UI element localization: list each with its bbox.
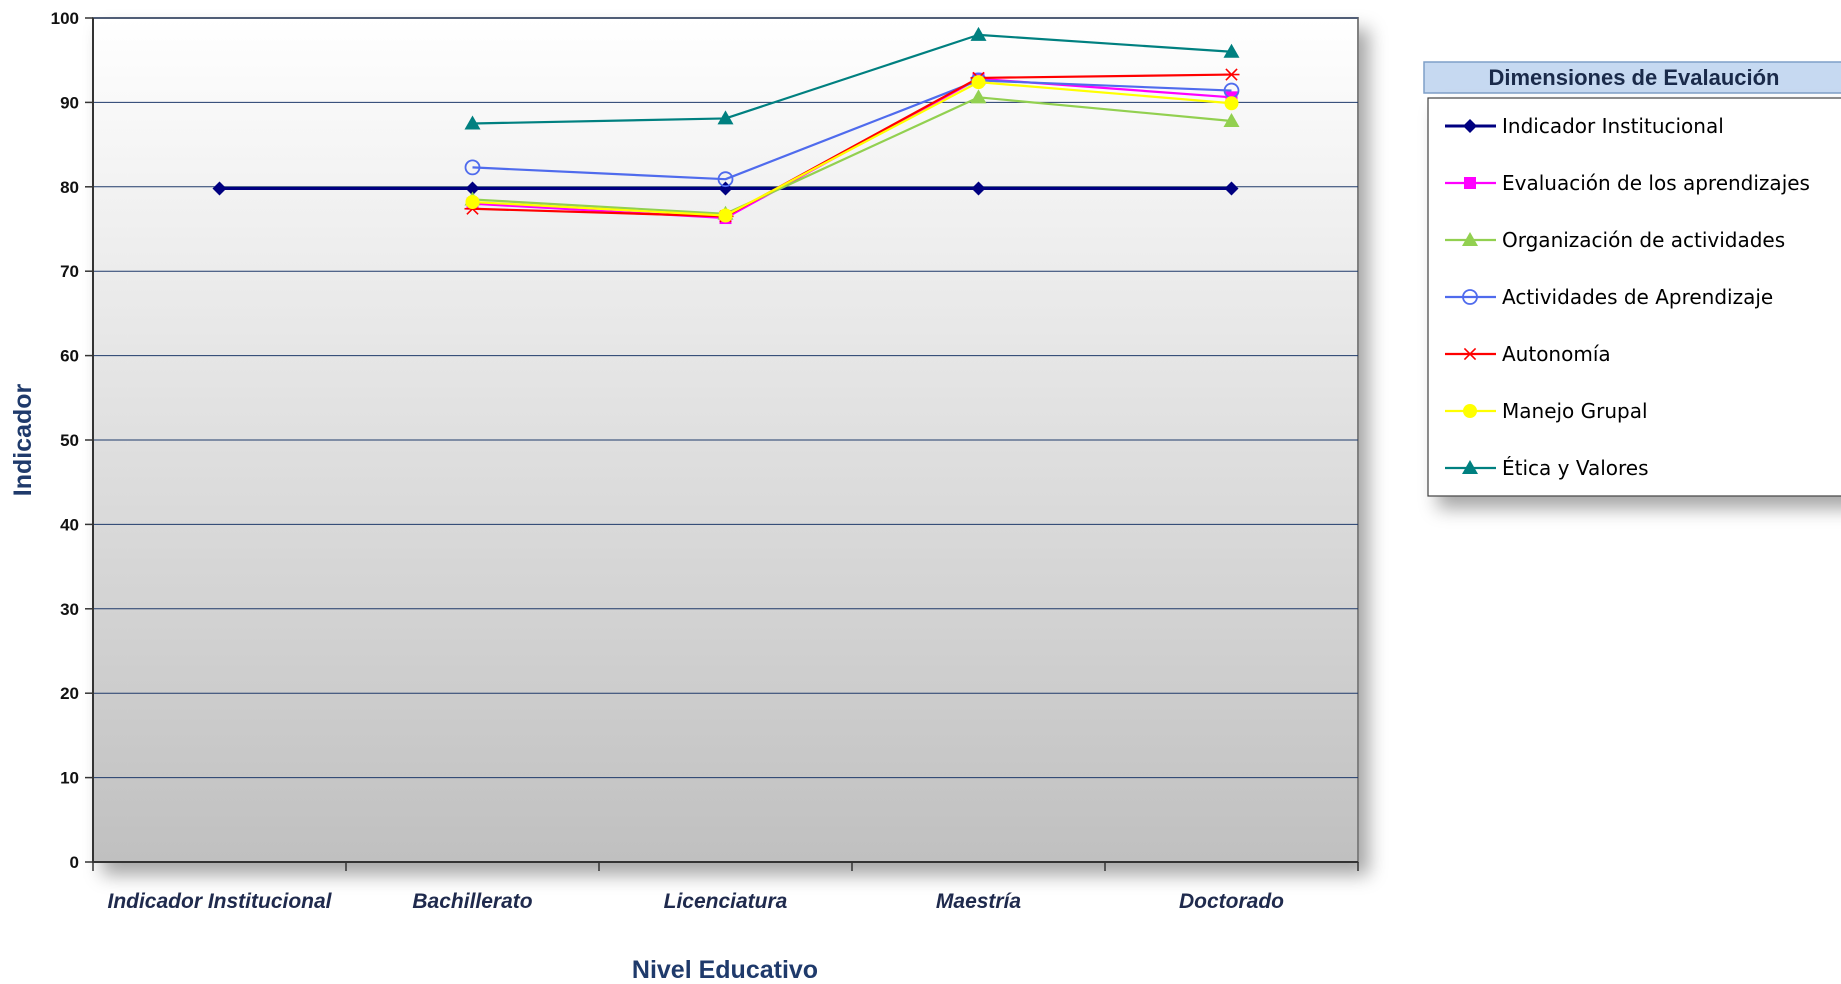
legend-title-box <box>1423 61 1841 94</box>
legend-label: Indicador Institucional <box>1502 114 1724 138</box>
x-tick-label: Doctorado <box>1179 890 1284 913</box>
data-point <box>717 171 734 188</box>
data-point <box>1223 112 1240 127</box>
series-line <box>472 33 1232 125</box>
y-tick-label: 50 <box>60 431 79 450</box>
series-line <box>472 96 1232 215</box>
x-tick-label: Maestría <box>936 890 1022 913</box>
x-axis-title: Nivel Educativo <box>632 956 818 984</box>
y-tick-label: 100 <box>51 9 79 28</box>
legend-swatch-marker <box>1462 289 1478 305</box>
series-line <box>472 79 1232 181</box>
x-tick-label: Licenciatura <box>664 890 788 913</box>
y-tick-label: 80 <box>60 178 79 197</box>
data-point <box>464 115 481 130</box>
legend-label: Autonomía <box>1502 342 1611 366</box>
x-tick-label: Bachillerato <box>412 890 532 913</box>
legend-item: Organización de actividades <box>1445 228 1785 252</box>
legend-label: Organización de actividades <box>1502 228 1785 252</box>
legend-label: Manejo Grupal <box>1502 399 1648 423</box>
legend-swatch-marker <box>1462 347 1478 361</box>
data-point <box>212 181 227 196</box>
data-point <box>971 181 986 196</box>
legend-box <box>1427 97 1841 497</box>
series-0 <box>212 181 1239 196</box>
legend-item: Ética y Valores <box>1445 456 1649 480</box>
series-line <box>472 73 1232 218</box>
y-axis-title: Indicador <box>9 383 37 496</box>
legend-swatch-marker <box>1463 404 1477 418</box>
data-point <box>1224 96 1239 111</box>
legend-item: Actividades de Aprendizaje <box>1445 285 1773 309</box>
y-tick-label: 30 <box>60 600 79 619</box>
y-tick-label: 20 <box>60 684 79 703</box>
y-tick-label: 10 <box>60 769 79 788</box>
data-point <box>1223 68 1240 81</box>
legend-swatch-marker <box>1462 460 1478 474</box>
y-tick-label: 40 <box>60 515 79 534</box>
data-point <box>717 110 734 125</box>
series-6 <box>464 26 1240 130</box>
data-point <box>464 159 481 176</box>
data-point <box>970 26 987 41</box>
y-tick-label: 70 <box>60 262 79 281</box>
data-point <box>971 75 986 90</box>
legend-item: Indicador Institucional <box>1445 114 1724 138</box>
x-tick-label: Indicador Institucional <box>107 890 332 913</box>
y-tick-label: 0 <box>70 853 79 872</box>
y-tick-label: 60 <box>60 347 79 366</box>
legend-title: Dimensiones de Evalaución <box>1489 65 1780 90</box>
series-5 <box>465 75 1239 223</box>
data-point <box>465 181 480 196</box>
legend-label: Ética y Valores <box>1502 456 1649 480</box>
legend-swatch-marker <box>1464 177 1476 189</box>
legend-item: Manejo Grupal <box>1445 399 1648 423</box>
legend-item: Autonomía <box>1445 342 1611 366</box>
legend-swatch-marker <box>1463 119 1477 133</box>
data-point <box>970 89 987 104</box>
data-point <box>465 194 480 209</box>
legend-label: Actividades de Aprendizaje <box>1502 285 1773 309</box>
legend-item: Evaluación de los aprendizajes <box>1445 171 1810 195</box>
y-tick-label: 90 <box>60 93 79 112</box>
data-point <box>1223 43 1240 58</box>
legend-label: Evaluación de los aprendizajes <box>1502 171 1810 195</box>
series-line <box>472 81 1232 217</box>
data-point <box>718 208 733 223</box>
data-point <box>1224 181 1239 196</box>
legend-swatch-marker <box>1462 232 1478 246</box>
